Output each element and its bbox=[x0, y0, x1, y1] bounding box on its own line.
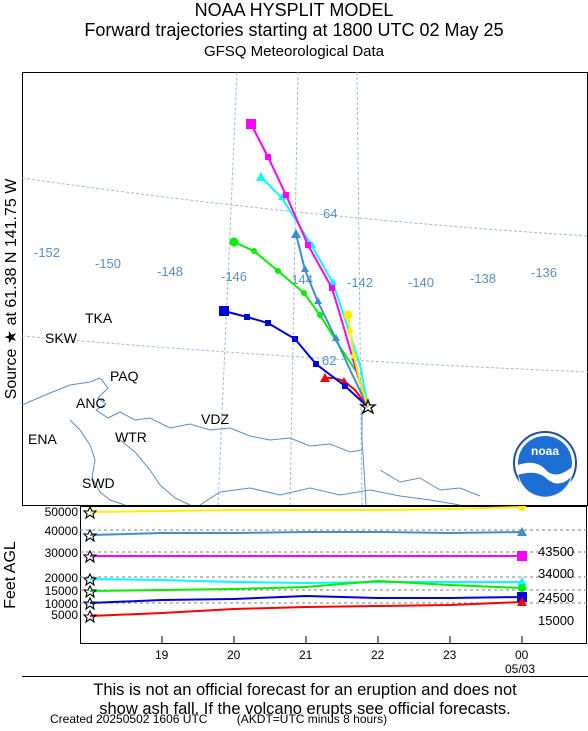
met-data-title: GFSQ Meteorological Data bbox=[203, 43, 385, 60]
place-anc: ANC bbox=[76, 395, 106, 411]
trajectory-magenta bbox=[250, 123, 369, 408]
place-tka: TKA bbox=[85, 310, 113, 326]
trajectory-magenta-markers bbox=[246, 119, 335, 291]
disclaimer-line-2: show ash fall. If the volcano erupts see… bbox=[99, 700, 511, 718]
trajectory-green-markers bbox=[229, 237, 323, 318]
time-label-19: 19 bbox=[155, 648, 169, 662]
time-label-21: 21 bbox=[299, 648, 313, 662]
inlet-shore bbox=[69, 419, 126, 506]
right-label-43500: 43500 bbox=[538, 544, 574, 559]
height-tick-50000: 50000 bbox=[45, 506, 79, 519]
longitude-line-142 bbox=[356, 72, 363, 506]
time-label-22: 22 bbox=[371, 648, 385, 662]
height-green bbox=[89, 579, 523, 592]
trajectory-steelblue-markers bbox=[291, 229, 340, 341]
longitude-line-144 bbox=[289, 72, 299, 506]
created-stamp: Created 20250502 1606 UTC bbox=[50, 712, 208, 726]
place-wtr: WTR bbox=[115, 429, 147, 445]
latitude-line-64 bbox=[22, 177, 588, 237]
right-label-15000: 15000 bbox=[538, 613, 574, 628]
lat-label-64: 64 bbox=[323, 206, 337, 221]
height-tick-15000: 15000 bbox=[45, 584, 79, 598]
height-tick-40000: 40000 bbox=[45, 524, 79, 538]
lon-label-150: -150 bbox=[95, 256, 121, 271]
place-vdz: VDZ bbox=[201, 411, 229, 427]
height-tick-30000: 30000 bbox=[45, 546, 79, 560]
place-swd: SWD bbox=[82, 475, 115, 491]
place-skw: SKW bbox=[45, 330, 78, 346]
height-steelblue bbox=[89, 531, 523, 536]
southern-coast bbox=[199, 487, 461, 506]
lon-label-142: -142 bbox=[347, 275, 373, 290]
coastline bbox=[22, 377, 363, 453]
height-panel: 50000 40000 30000 20000 15000 10000 5000… bbox=[45, 506, 587, 644]
time-label-00: 00 bbox=[515, 648, 529, 662]
latitude-line-62 bbox=[22, 335, 588, 373]
footer: Created 20250502 1606 UTC (AKDT=UTC minu… bbox=[50, 712, 413, 726]
lon-label-146: -146 bbox=[221, 269, 247, 284]
border-line bbox=[361, 410, 367, 506]
height-cyan bbox=[89, 578, 522, 585]
time-label-23: 23 bbox=[443, 648, 457, 662]
source-star-icon bbox=[359, 398, 377, 415]
height-blue bbox=[89, 594, 523, 604]
height-tick-5000: 5000 bbox=[51, 608, 78, 622]
lon-label-140: -140 bbox=[408, 275, 434, 290]
trajectory-title: Forward trajectories starting at 1800 UT… bbox=[84, 20, 504, 40]
longitude-line-146 bbox=[217, 72, 238, 506]
trajectory-yellow-markers bbox=[343, 310, 357, 359]
trajectory-red-markers bbox=[320, 373, 348, 384]
svg-text:noaa: noaa bbox=[531, 444, 559, 458]
trajectory-steelblue bbox=[295, 233, 369, 408]
height-red bbox=[89, 601, 523, 617]
height-yellow bbox=[89, 506, 523, 513]
trajectory-green bbox=[233, 241, 369, 408]
right-label-24500: 24500 bbox=[538, 590, 574, 605]
place-ena: ENA bbox=[28, 431, 57, 447]
trajectory-map: -152 -150 -148 -146 -144 -142 -140 -138 … bbox=[22, 72, 588, 506]
plot-header: NOAA HYSPLIT MODEL Forward trajectories … bbox=[0, 0, 588, 66]
disclaimer-line-1: This is not an official forecast for an … bbox=[93, 681, 517, 699]
time-label-20: 20 bbox=[227, 648, 241, 662]
height-tick-10000: 10000 bbox=[45, 597, 79, 611]
trajectory-cyan-markers bbox=[256, 172, 337, 285]
trajectory-blue-markers bbox=[219, 306, 348, 389]
place-paq: PAQ bbox=[110, 368, 139, 384]
date-label: 05/03 bbox=[505, 662, 536, 676]
height-tick-20000: 20000 bbox=[45, 571, 79, 585]
lon-label-136: -136 bbox=[531, 265, 557, 280]
lat-label-62: 62 bbox=[322, 353, 336, 368]
noaa-logo: noaa bbox=[513, 431, 577, 500]
timezone-note: (AKDT=UTC minus 8 hours) bbox=[236, 712, 388, 726]
time-axis: 19 20 21 22 23 00 bbox=[0, 645, 588, 675]
inlet-shore-east bbox=[119, 439, 191, 506]
height-axis-label: Feet AGL bbox=[2, 541, 19, 609]
lon-label-152: -152 bbox=[34, 245, 60, 260]
model-title: NOAA HYSPLIT MODEL bbox=[194, 0, 394, 20]
river bbox=[379, 469, 481, 497]
lon-label-138: -138 bbox=[470, 271, 496, 286]
disclaimer-block: This is not an official forecast for an … bbox=[22, 676, 588, 731]
source-location-label: Source ★ at 61.38 N 141.75 W bbox=[3, 178, 20, 400]
lon-label-148: -148 bbox=[157, 264, 183, 279]
right-label-34000: 34000 bbox=[538, 566, 574, 581]
